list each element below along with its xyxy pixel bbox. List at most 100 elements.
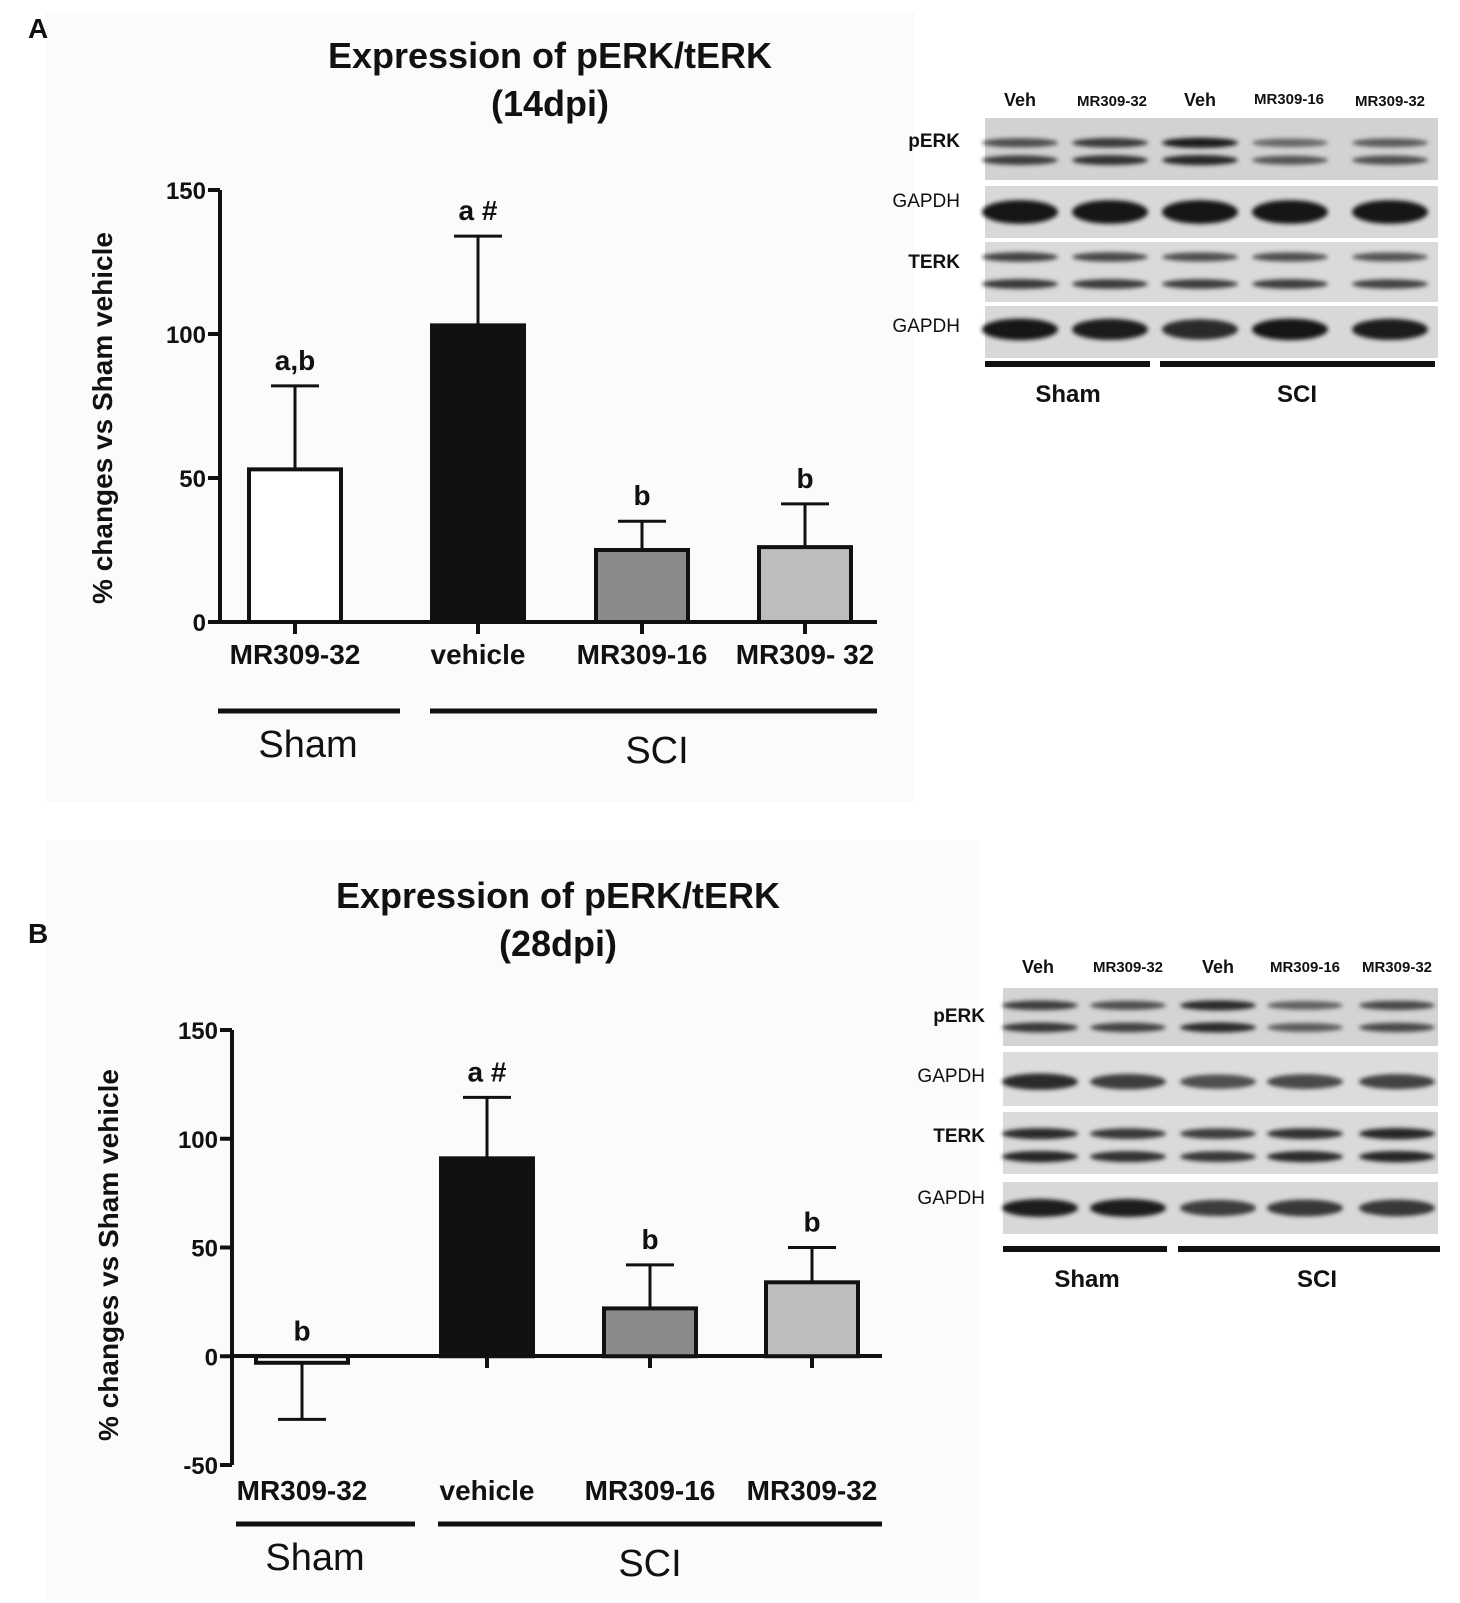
blot-b-lane-4: MR309-16 [1270,959,1340,976]
blot-b-band [1359,1199,1435,1217]
blot-a-strip [982,186,1438,238]
blot-b: Veh MR309-32 Veh MR309-16 MR309-32 pERK … [917,957,1440,1293]
blot-a-band [1252,138,1328,148]
chart-b-category-label: MR309-32 [747,1475,878,1506]
blot-b-strip [1002,1052,1438,1106]
blot-a-row-perk: pERK [908,131,960,152]
blot-b-row-gapdh-2: GAPDH [917,1188,985,1209]
blot-a-lane-4: MR309-16 [1254,91,1324,108]
blot-a-band [1162,279,1238,289]
blot-a-sham-label: Sham [1035,381,1100,408]
chart-b-significance-label: a # [468,1056,507,1087]
panel-letter-a: A [28,13,48,44]
chart-b-significance-label: b [803,1207,820,1238]
blot-b-band [1180,1000,1256,1011]
chart-b-bar [254,1354,350,1365]
blot-b-band [1359,1150,1435,1163]
chart-a-bar [430,323,526,624]
blot-b-band [1267,1001,1343,1010]
blot-b-band [1002,1073,1078,1090]
chart-a-significance-label: a # [459,195,498,226]
blot-a-band [1352,200,1428,224]
chart-a-y-tick-label: 0 [193,610,206,637]
blot-b-lane-1: Veh [1022,957,1054,977]
chart-b-y-tick-label: 100 [178,1127,218,1154]
chart-a-bar [594,548,690,624]
blot-b-row-terk: TERK [933,1126,985,1147]
blot-b-row-gapdh-1: GAPDH [917,1066,985,1087]
blot-b-row-perk: pERK [933,1006,985,1027]
blot-b-band [1090,1022,1166,1033]
chart-b-category-label: MR309-16 [585,1475,716,1506]
blot-b-band [1002,1150,1078,1163]
blot-b-band [1090,1074,1166,1090]
chart-a-y-tick-label: 50 [179,466,206,493]
chart-a-sci-group-label: SCI [625,730,688,772]
blot-a-band [1162,155,1238,166]
blot-b-band [1002,1022,1078,1033]
blot-b-strip [1002,1182,1438,1234]
chart-b-category-label: vehicle [440,1475,535,1506]
blot-b-band [1359,1022,1435,1033]
chart-a: Expression of pERK/tERK (14dpi) % change… [87,35,877,772]
chart-b-bar [602,1306,698,1359]
blot-b-lane-3: Veh [1202,957,1234,977]
blot-a-band [982,200,1058,224]
blot-a-strip-background [985,118,1438,180]
chart-b-bar [764,1280,860,1359]
blot-a-band [1252,200,1328,224]
blot-b-sham-label: Sham [1054,1266,1119,1293]
blot-b-band [1267,1022,1343,1032]
chart-b-subtitle: (28dpi) [499,923,617,964]
chart-a-significance-label: b [633,480,650,511]
blot-a-band [982,279,1058,289]
blot-b-band [1267,1128,1343,1140]
blot-a-band [1352,155,1428,165]
chart-a-y-tick-label: 150 [166,178,206,205]
blot-a-lane-2: MR309-32 [1077,93,1147,110]
chart-a-sham-group-label: Sham [258,724,357,766]
blot-a-band [1162,252,1238,262]
blot-a-band [982,318,1058,341]
chart-b-sci-group-label: SCI [618,1543,681,1585]
blot-b-strip [1002,988,1438,1046]
blot-b-sci-label: SCI [1297,1266,1337,1293]
blot-b-band [1359,1074,1435,1090]
blot-a-lane-3: Veh [1184,90,1216,110]
blot-b-band [1267,1074,1343,1090]
blot-b-band [1180,1022,1256,1033]
chart-a-title: Expression of pERK/tERK [328,35,772,76]
blot-a-band [1352,279,1428,289]
blot-b-strip-background [1003,1112,1438,1174]
chart-b: Expression of pERK/tERK (28dpi) % change… [93,875,882,1585]
blot-b-band [1180,1151,1256,1163]
chart-b-plot: -50 0 50 100 150 b MR309-32 a # vehicle b MR309-16… [178,1018,882,1506]
blot-a-band [982,252,1058,262]
blot-a-band [1252,318,1328,341]
blot-a-band [1072,155,1148,166]
blot-a-band [1352,138,1428,148]
blot-b-band [1359,1128,1435,1140]
panel-letter-b: B [28,918,48,949]
chart-b-sham-group-label: Sham [265,1537,364,1579]
chart-b-significance-label: b [641,1224,658,1255]
chart-b-y-tick-label: 0 [205,1344,218,1371]
blot-a-band [1352,252,1428,262]
chart-b-y-axis-label: % changes vs Sham vehicle [93,1069,124,1441]
blot-a-strip [982,242,1438,302]
chart-a-subtitle: (14dpi) [491,83,609,124]
blot-a-lane-1: Veh [1004,90,1036,110]
blot-b-band [1090,1000,1166,1011]
chart-a-y-axis-label: % changes vs Sham vehicle [87,232,118,604]
blot-a-lane-5: MR309-32 [1355,93,1425,110]
blot-b-band [1002,1199,1078,1217]
blot-b-band [1180,1074,1256,1089]
blot-a-band [1072,279,1148,289]
chart-a-bar [247,467,343,624]
chart-a-bar [757,545,853,624]
blot-a-band [1352,318,1428,340]
blot-a-band [1162,200,1238,224]
blot-b-band [1090,1128,1166,1140]
blot-a-band [1162,319,1238,340]
